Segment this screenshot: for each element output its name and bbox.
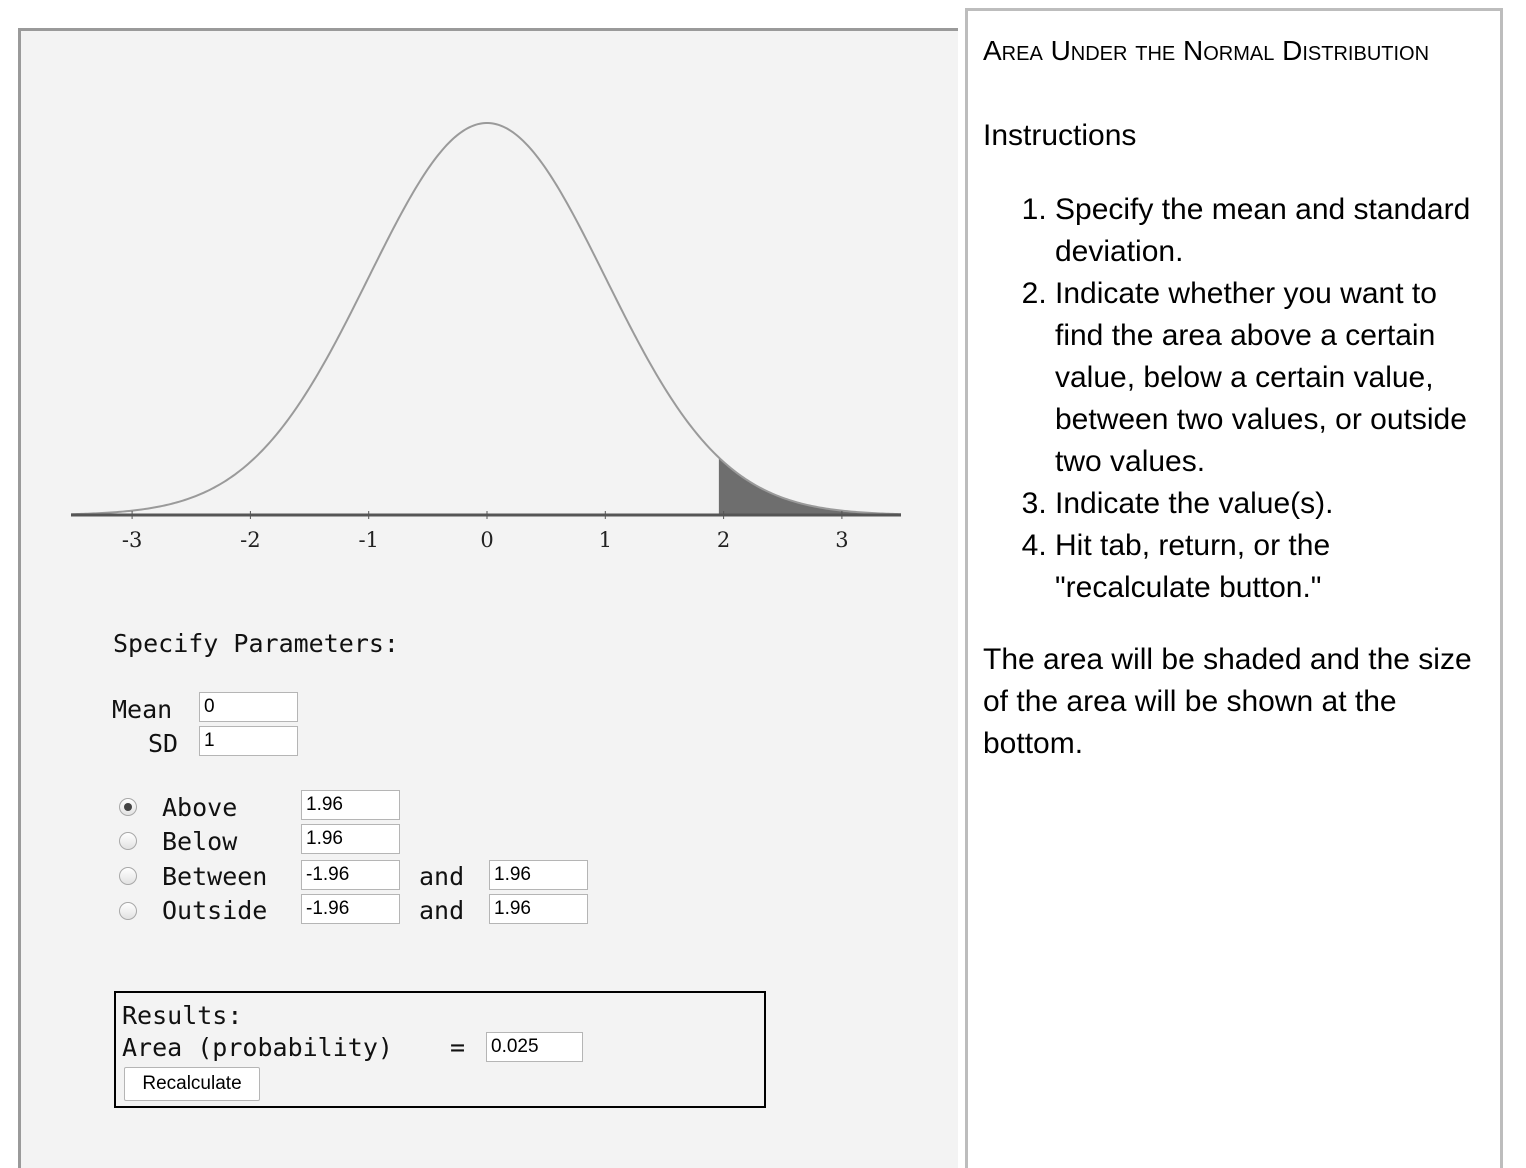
page-title: Area Under the Normal Distribution [983, 35, 1430, 66]
between-low-input[interactable] [301, 860, 400, 890]
above-label: Above [162, 793, 238, 822]
x-tick-label: 0 [480, 528, 493, 552]
mean-label: Mean [112, 695, 173, 724]
mean-input[interactable] [199, 692, 298, 722]
above-value-input[interactable] [301, 790, 400, 820]
instructions-note: The area will be shaded and the size of … [983, 643, 1472, 760]
x-tick-label: -2 [240, 528, 260, 552]
x-tick-label: -1 [358, 528, 378, 552]
specify-parameters-heading: Specify Parameters: [113, 629, 399, 658]
below-value-input[interactable] [301, 824, 400, 854]
outside-label: Outside [162, 896, 268, 925]
x-tick-label: -3 [122, 528, 142, 552]
x-tick-label: 1 [599, 528, 612, 552]
instructions-heading: Instructions [983, 119, 1137, 152]
normal-curve [70, 122, 902, 516]
instructions-list: Specify the mean and standard deviation.… [983, 189, 1483, 609]
sd-input[interactable] [199, 726, 298, 756]
equals-sign: = [450, 1033, 466, 1062]
shaded-area [718, 457, 901, 515]
instruction-step: Indicate the value(s). [1055, 483, 1483, 525]
between-radio[interactable] [119, 867, 137, 885]
x-tick-label: 2 [717, 528, 730, 552]
between-high-input[interactable] [489, 860, 588, 890]
below-label: Below [162, 827, 238, 856]
area-label: Area (probability) [122, 1033, 393, 1062]
between-and-label: and [419, 862, 465, 891]
instructions-panel: Area Under the Normal Distribution Instr… [965, 8, 1503, 1168]
below-radio[interactable] [119, 832, 137, 850]
normal-distribution-chart: -3 -2 -1 0 1 2 3 [70, 122, 902, 552]
sd-label: SD [148, 729, 179, 758]
results-heading: Results: [122, 1001, 243, 1030]
between-label: Between [162, 862, 268, 891]
recalculate-button[interactable]: Recalculate [124, 1067, 260, 1101]
instruction-step: Specify the mean and standard deviation. [1055, 189, 1483, 273]
above-radio[interactable] [119, 798, 137, 816]
instruction-step: Indicate whether you want to find the ar… [1055, 273, 1483, 483]
x-tick-label: 3 [835, 528, 848, 552]
calculator-panel: -3 -2 -1 0 1 2 3 Specify Parameters: Mean SD A… [18, 28, 958, 1168]
results-box [114, 991, 766, 1108]
instruction-step: Hit tab, return, or the "recalculate but… [1055, 525, 1483, 609]
outside-low-input[interactable] [301, 894, 400, 924]
outside-radio[interactable] [119, 902, 137, 920]
outside-high-input[interactable] [489, 894, 588, 924]
outside-and-label: and [419, 896, 465, 925]
area-result-field [486, 1032, 583, 1062]
